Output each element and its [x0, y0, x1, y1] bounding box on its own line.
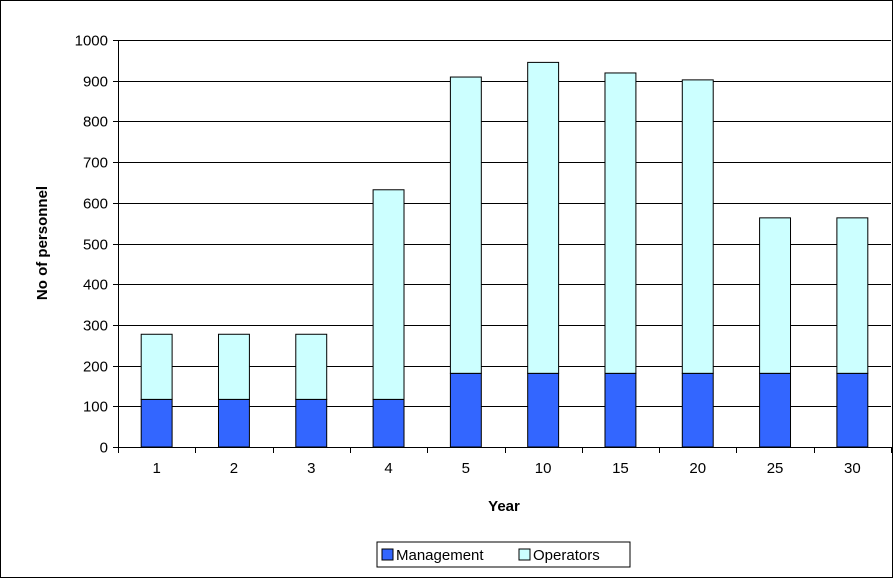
bar-operators-3: [295, 333, 328, 400]
gridlines: [118, 40, 891, 407]
y-tick-label: 100: [83, 399, 108, 416]
y-tick-label: 300: [83, 318, 108, 335]
y-tick-label: 900: [83, 74, 108, 91]
x-tick-label: 10: [535, 460, 552, 477]
bar-management-15: [604, 372, 637, 448]
bars: [140, 61, 869, 448]
bar-management-10: [527, 372, 560, 448]
y-tick-label: 0: [100, 440, 108, 457]
x-tick-label: 5: [462, 460, 470, 477]
legend-box: [376, 541, 631, 568]
bar-operators-2: [217, 333, 250, 400]
x-tick-label: 15: [612, 460, 629, 477]
x-tick-label: 2: [230, 460, 238, 477]
bar-operators-15: [604, 72, 637, 374]
y-tick-label: 200: [83, 359, 108, 376]
x-tick-label: 25: [767, 460, 784, 477]
y-tick-label: 600: [83, 196, 108, 213]
bar-management-5: [449, 372, 482, 448]
bar-operators-1: [140, 333, 173, 400]
legend-label-management: Management: [396, 547, 484, 564]
x-axis-title: Year: [488, 498, 520, 515]
bar-management-30: [836, 372, 869, 448]
bar-operators-30: [836, 217, 869, 374]
bar-operators-4: [372, 189, 405, 400]
bar-operators-20: [681, 79, 714, 374]
y-tick-label: 800: [83, 114, 108, 131]
y-tick-label: 1000: [75, 33, 108, 50]
y-tick-label: 700: [83, 155, 108, 172]
axes: [113, 40, 892, 453]
x-tick-label: 3: [307, 460, 315, 477]
y-tick-labels: 0 100 200 300 400 500 600 700 800 900 1000: [75, 33, 108, 457]
y-axis-title: No of personnel: [34, 186, 51, 300]
bar-operators-5: [449, 76, 482, 374]
x-tick-label: 30: [844, 460, 861, 477]
x-tick-label: 1: [152, 460, 160, 477]
bar-management-4: [372, 398, 405, 448]
y-tick-label: 400: [83, 277, 108, 294]
legend-swatch-operators: [518, 548, 531, 561]
x-tick-label: 4: [384, 460, 392, 477]
bar-operators-25: [759, 217, 792, 374]
bar-management-3: [295, 398, 328, 448]
legend-swatch-management: [381, 548, 394, 561]
bar-management-25: [759, 372, 792, 448]
bar-management-1: [140, 398, 173, 448]
legend-label-operators: Operators: [533, 547, 600, 564]
bar-management-2: [217, 398, 250, 448]
x-tick-label: 20: [689, 460, 706, 477]
bar-operators-10: [527, 61, 560, 374]
legend: Management Operators: [376, 541, 631, 568]
x-tick-labels: 1 2 3 4 5 10 15 20 25 30: [152, 460, 860, 477]
y-tick-label: 500: [83, 237, 108, 254]
bar-management-20: [681, 372, 714, 448]
